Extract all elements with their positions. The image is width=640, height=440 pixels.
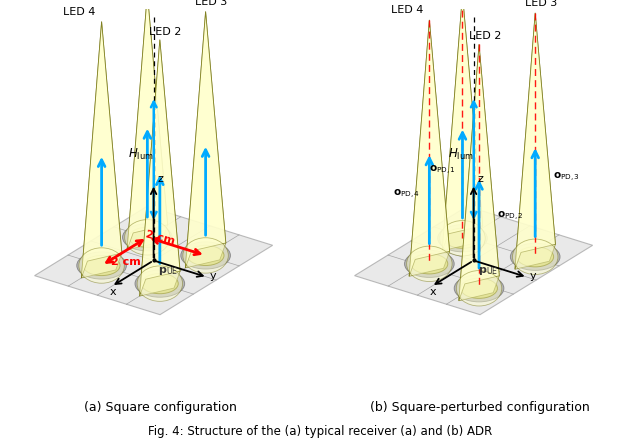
Polygon shape: [140, 40, 180, 296]
Polygon shape: [442, 0, 483, 251]
Text: LED 2: LED 2: [149, 27, 182, 37]
Text: z: z: [477, 174, 483, 184]
Ellipse shape: [137, 266, 182, 301]
Polygon shape: [409, 20, 450, 276]
Text: LED 4: LED 4: [63, 7, 95, 17]
Polygon shape: [355, 206, 593, 315]
Text: x: x: [110, 287, 116, 297]
Text: y: y: [210, 271, 216, 281]
Polygon shape: [186, 11, 226, 268]
Text: $\mathbf{o}_{\rm PD,3}$: $\mathbf{o}_{\rm PD,3}$: [553, 171, 580, 184]
Text: $\mathbf{p}_{\rm UE}$: $\mathbf{p}_{\rm UE}$: [157, 265, 178, 277]
Polygon shape: [35, 206, 273, 315]
Text: LED 3: LED 3: [525, 0, 557, 8]
Ellipse shape: [77, 252, 127, 279]
Polygon shape: [127, 0, 168, 250]
Text: 2 cm: 2 cm: [111, 257, 141, 267]
Polygon shape: [81, 22, 122, 278]
Ellipse shape: [180, 242, 230, 269]
Polygon shape: [515, 13, 556, 269]
Ellipse shape: [411, 254, 448, 274]
Ellipse shape: [79, 248, 124, 283]
Text: $H_{\rm lum}$: $H_{\rm lum}$: [128, 147, 154, 162]
Text: LED 2: LED 2: [468, 31, 501, 41]
Ellipse shape: [123, 224, 172, 251]
Text: $\mathbf{o}_{\rm PD,2}$: $\mathbf{o}_{\rm PD,2}$: [497, 210, 524, 224]
Ellipse shape: [456, 271, 502, 306]
Ellipse shape: [129, 227, 166, 247]
Polygon shape: [442, 0, 483, 251]
Ellipse shape: [187, 246, 224, 265]
Ellipse shape: [135, 270, 185, 297]
Ellipse shape: [406, 246, 452, 282]
Ellipse shape: [404, 250, 454, 277]
Ellipse shape: [183, 238, 228, 273]
Ellipse shape: [513, 239, 558, 275]
Text: (a) Square configuration: (a) Square configuration: [84, 400, 236, 414]
Polygon shape: [459, 44, 499, 301]
Text: (b) Square-perturbed configuration: (b) Square-perturbed configuration: [370, 400, 590, 414]
Text: LED 4: LED 4: [391, 5, 423, 15]
Text: $\mathbf{o}_{\rm PD,1}$: $\mathbf{o}_{\rm PD,1}$: [429, 164, 456, 177]
Text: Fig. 4: Structure of the (a) typical receiver (a) and (b) ADR: Fig. 4: Structure of the (a) typical rec…: [148, 425, 492, 438]
Ellipse shape: [125, 220, 170, 255]
Ellipse shape: [454, 275, 504, 302]
Polygon shape: [186, 11, 226, 268]
Ellipse shape: [444, 228, 481, 248]
Ellipse shape: [83, 256, 120, 275]
Text: $\mathbf{o}_{\rm PD,4}$: $\mathbf{o}_{\rm PD,4}$: [392, 188, 420, 201]
Ellipse shape: [440, 220, 485, 256]
Text: z: z: [157, 174, 163, 184]
Polygon shape: [140, 40, 180, 296]
Text: $H_{\rm lum}$: $H_{\rm lum}$: [448, 147, 474, 162]
Polygon shape: [459, 44, 499, 301]
Ellipse shape: [517, 247, 554, 267]
Polygon shape: [81, 22, 122, 278]
Ellipse shape: [141, 274, 178, 294]
Text: x: x: [430, 287, 436, 297]
Ellipse shape: [511, 243, 560, 270]
Text: LED 3: LED 3: [195, 0, 227, 7]
Text: 2 cm: 2 cm: [145, 229, 176, 246]
Polygon shape: [409, 20, 450, 276]
Ellipse shape: [438, 225, 487, 252]
Text: $\mathbf{p}_{\rm UE}$: $\mathbf{p}_{\rm UE}$: [477, 265, 498, 277]
Polygon shape: [515, 13, 556, 269]
Ellipse shape: [461, 278, 497, 298]
Text: y: y: [530, 271, 536, 281]
Polygon shape: [127, 0, 168, 250]
